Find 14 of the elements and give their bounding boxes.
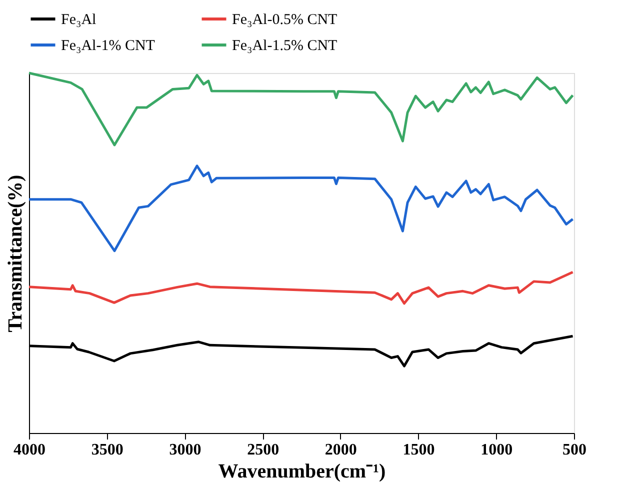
x-tick-label: 4000 <box>14 442 46 458</box>
x-tick-label: 500 <box>562 442 586 458</box>
legend-label: Fe₃Al-1.5% CNT <box>232 38 338 54</box>
x-tick-label: 2000 <box>324 442 357 458</box>
x-tick-label: 1000 <box>480 442 513 458</box>
legend-label: Fe₃Al-1% CNT <box>61 38 155 54</box>
legend-label: Fe₃Al <box>61 12 96 28</box>
x-axis-title: Wavenumber(cm⁻¹) <box>218 460 386 482</box>
y-axis-title: Transmittance(%) <box>4 174 26 332</box>
x-tick-label: 1500 <box>402 442 435 458</box>
legend-label: Fe₃Al-0.5% CNT <box>232 12 338 28</box>
x-tick-label: 3000 <box>169 442 202 458</box>
x-tick-label: 3500 <box>91 442 124 458</box>
x-tick-label: 2500 <box>247 442 280 458</box>
